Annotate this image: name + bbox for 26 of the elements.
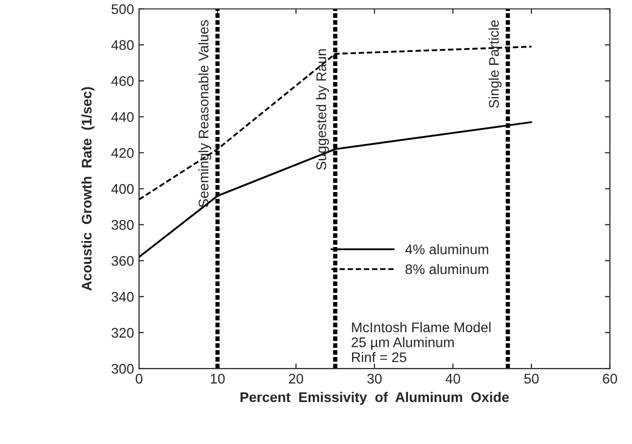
x-tick-label: 30 [367, 374, 382, 384]
y-axis-title: Acoustic Growth Rate (1/sec) [81, 87, 94, 291]
ref-line-label: Suggested by Raun [316, 49, 329, 170]
y-tick-label: 320 [112, 328, 134, 338]
x-tick-label: 20 [288, 374, 304, 384]
y-tick-label: 440 [111, 112, 134, 122]
x-axis-title: Percent Emissivity of Aluminum Oxide [240, 392, 509, 405]
y-tick-label: 380 [112, 220, 134, 230]
x-tick-label: 50 [524, 374, 539, 384]
x-tick-label: 10 [210, 374, 225, 384]
legend-label: 4% aluminum [405, 244, 488, 254]
y-tick-label: 340 [112, 292, 134, 302]
annotation: McIntosh Flame Model 25 µm Aluminum Rinf = 25 [352, 322, 490, 362]
y-tick-label: 400 [111, 184, 134, 194]
y-tick-label: 360 [112, 256, 134, 266]
y-tick-label: 460 [111, 76, 134, 86]
y-tick-label: 300 [112, 364, 134, 374]
legend-label: 8% aluminum [406, 264, 488, 274]
ref-line-label: Single Particle [488, 20, 502, 108]
y-tick-label: 500 [112, 4, 134, 14]
ref-line-label: Seemingly Reasonable Values [198, 20, 212, 208]
x-tick-label: 40 [446, 374, 460, 384]
y-tick-label: 420 [111, 148, 134, 158]
y-tick-label: 480 [111, 40, 134, 50]
x-tick-label: 0 [136, 374, 142, 384]
x-tick-label: 60 [602, 374, 618, 384]
